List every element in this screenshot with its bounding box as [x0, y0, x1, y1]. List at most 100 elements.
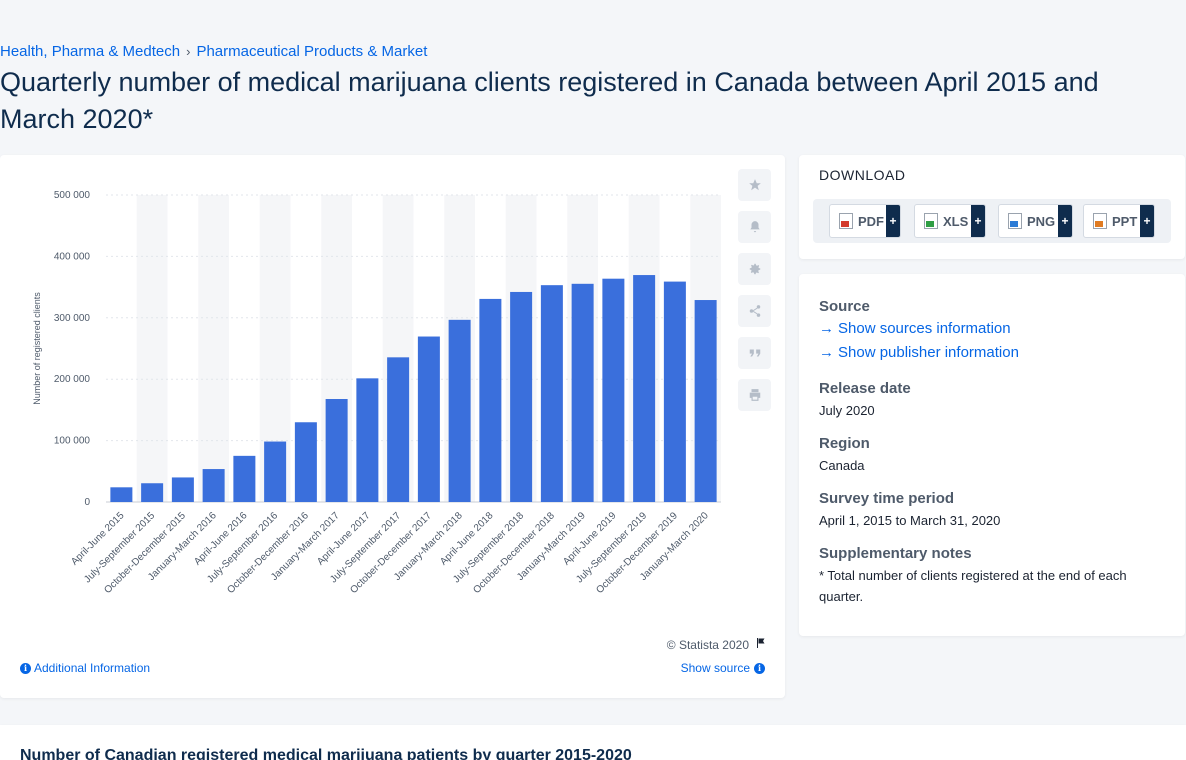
x-tick-label: April-June 2016: [192, 510, 250, 568]
bar: [694, 300, 717, 502]
download-xls-button[interactable]: XLS +: [914, 204, 986, 238]
release-date-value: July 2020: [819, 403, 875, 418]
share-button[interactable]: [738, 295, 771, 327]
bar: [571, 283, 594, 502]
y-tick-label: 300 000: [54, 313, 91, 324]
bar: [510, 291, 533, 502]
x-tick-label: April-June 2018: [438, 510, 496, 568]
show-publisher-link[interactable]: → Show publisher information: [819, 344, 1019, 361]
bar: [356, 378, 379, 502]
copyright-text: © Statista 2020: [666, 637, 749, 652]
copyright: © Statista 2020: [667, 637, 767, 652]
chart-card: 0 100 000 200 000 300 000 400 000 500 000 Numb…: [0, 155, 785, 698]
download-png-label: PNG: [1027, 213, 1056, 229]
additional-information-link[interactable]: i Additional Information: [20, 661, 150, 675]
description-title: Number of Canadian registered medical ma…: [20, 747, 632, 760]
pdf-file-icon: [839, 213, 853, 229]
supplementary-notes-heading: Supplementary notes: [819, 545, 972, 562]
plus-icon: +: [1058, 205, 1072, 237]
bar: [264, 441, 287, 502]
y-tick-label: 400 000: [54, 251, 91, 262]
y-axis-label: Number of registered clients: [32, 292, 42, 405]
breadcrumb-item-pharma[interactable]: Pharmaceutical Products & Market: [196, 43, 428, 60]
source-heading: Source: [819, 298, 870, 315]
plus-icon: +: [886, 205, 900, 237]
download-pdf-button[interactable]: PDF +: [829, 204, 901, 238]
download-xls-label: XLS: [943, 213, 969, 229]
page-title: Quarterly number of medical marijuana cl…: [0, 67, 1099, 134]
supplementary-notes-value: * Total number of clients registered at …: [819, 568, 1127, 604]
arrow-right-icon: →: [819, 344, 834, 361]
bar: [141, 483, 164, 502]
survey-period-value: April 1, 2015 to March 31, 2020: [819, 513, 1001, 528]
star-icon: [748, 179, 761, 191]
favorite-button[interactable]: [738, 169, 771, 201]
x-tick-label: April-June 2017: [315, 510, 373, 568]
survey-period-heading: Survey time period: [819, 490, 955, 507]
column-band: [198, 195, 229, 502]
show-sources-link[interactable]: → Show sources information: [819, 320, 1011, 337]
bar: [448, 319, 471, 502]
download-ppt-button[interactable]: PPT +: [1083, 204, 1155, 238]
bar: [171, 477, 194, 502]
cite-button[interactable]: [738, 337, 771, 369]
release-date-heading: Release date: [819, 380, 911, 397]
arrow-right-icon: →: [819, 320, 834, 337]
y-tick-label: 500 000: [54, 190, 91, 201]
info-icon: i: [20, 662, 31, 674]
bar: [233, 455, 256, 502]
breadcrumb-separator: ›: [186, 44, 191, 59]
print-button[interactable]: [738, 379, 771, 411]
bar: [417, 336, 440, 502]
region-heading: Region: [819, 435, 870, 452]
metadata-card: Source → Show sources information → Show…: [799, 274, 1185, 636]
bar: [325, 398, 348, 502]
bar: [294, 422, 317, 502]
y-tick-label: 0: [84, 497, 90, 508]
bar: [387, 357, 410, 502]
x-tick-label: April-June 2015: [69, 510, 127, 568]
download-ppt-label: PPT: [1112, 213, 1138, 229]
y-tick-label: 200 000: [54, 374, 91, 385]
flag-icon[interactable]: [755, 637, 767, 652]
notification-button[interactable]: [738, 211, 771, 243]
download-card: DOWNLOAD PDF + XLS + PNG + PPT +: [799, 155, 1185, 259]
settings-button[interactable]: [738, 253, 771, 285]
ppt-file-icon: [1093, 213, 1107, 229]
breadcrumb-item-health[interactable]: Health, Pharma & Medtech: [0, 43, 181, 60]
y-tick-label: 100 000: [54, 436, 91, 447]
chart-toolbar: [738, 169, 771, 411]
description-card: Number of Canadian registered medical ma…: [0, 725, 1186, 760]
png-file-icon: [1008, 213, 1022, 229]
bar: [540, 285, 563, 502]
show-publisher-label: Show publisher information: [838, 344, 1019, 361]
bar: [479, 298, 502, 502]
region-value: Canada: [819, 458, 865, 473]
bar-chart: 0 100 000 200 000 300 000 400 000 500 000 Numb…: [32, 190, 721, 596]
breadcrumb: Health, Pharma & Medtech › Pharmaceutica…: [0, 43, 427, 60]
show-sources-label: Show sources information: [838, 320, 1011, 337]
share-icon: [749, 305, 760, 317]
bar: [633, 275, 656, 502]
bar: [202, 469, 225, 502]
plus-icon: +: [1140, 205, 1154, 237]
bar: [602, 278, 625, 502]
bar: [663, 281, 686, 502]
bar: [110, 487, 133, 502]
additional-information-label: Additional Information: [34, 661, 151, 675]
show-source-link[interactable]: Show source i: [681, 661, 765, 675]
info-icon: i: [754, 662, 765, 674]
show-source-label: Show source: [680, 661, 750, 675]
download-title: DOWNLOAD: [819, 167, 906, 183]
column-band: [136, 195, 168, 502]
gear-icon: [749, 263, 760, 275]
download-png-button[interactable]: PNG +: [998, 204, 1073, 238]
quote-icon: [749, 349, 760, 357]
printer-icon: [749, 389, 760, 401]
xls-file-icon: [924, 213, 938, 229]
plus-icon: +: [971, 205, 985, 237]
x-tick-label: April-June 2019: [561, 510, 619, 568]
download-buttons: PDF + XLS + PNG + PPT +: [813, 199, 1171, 243]
bell-icon: [749, 221, 760, 233]
